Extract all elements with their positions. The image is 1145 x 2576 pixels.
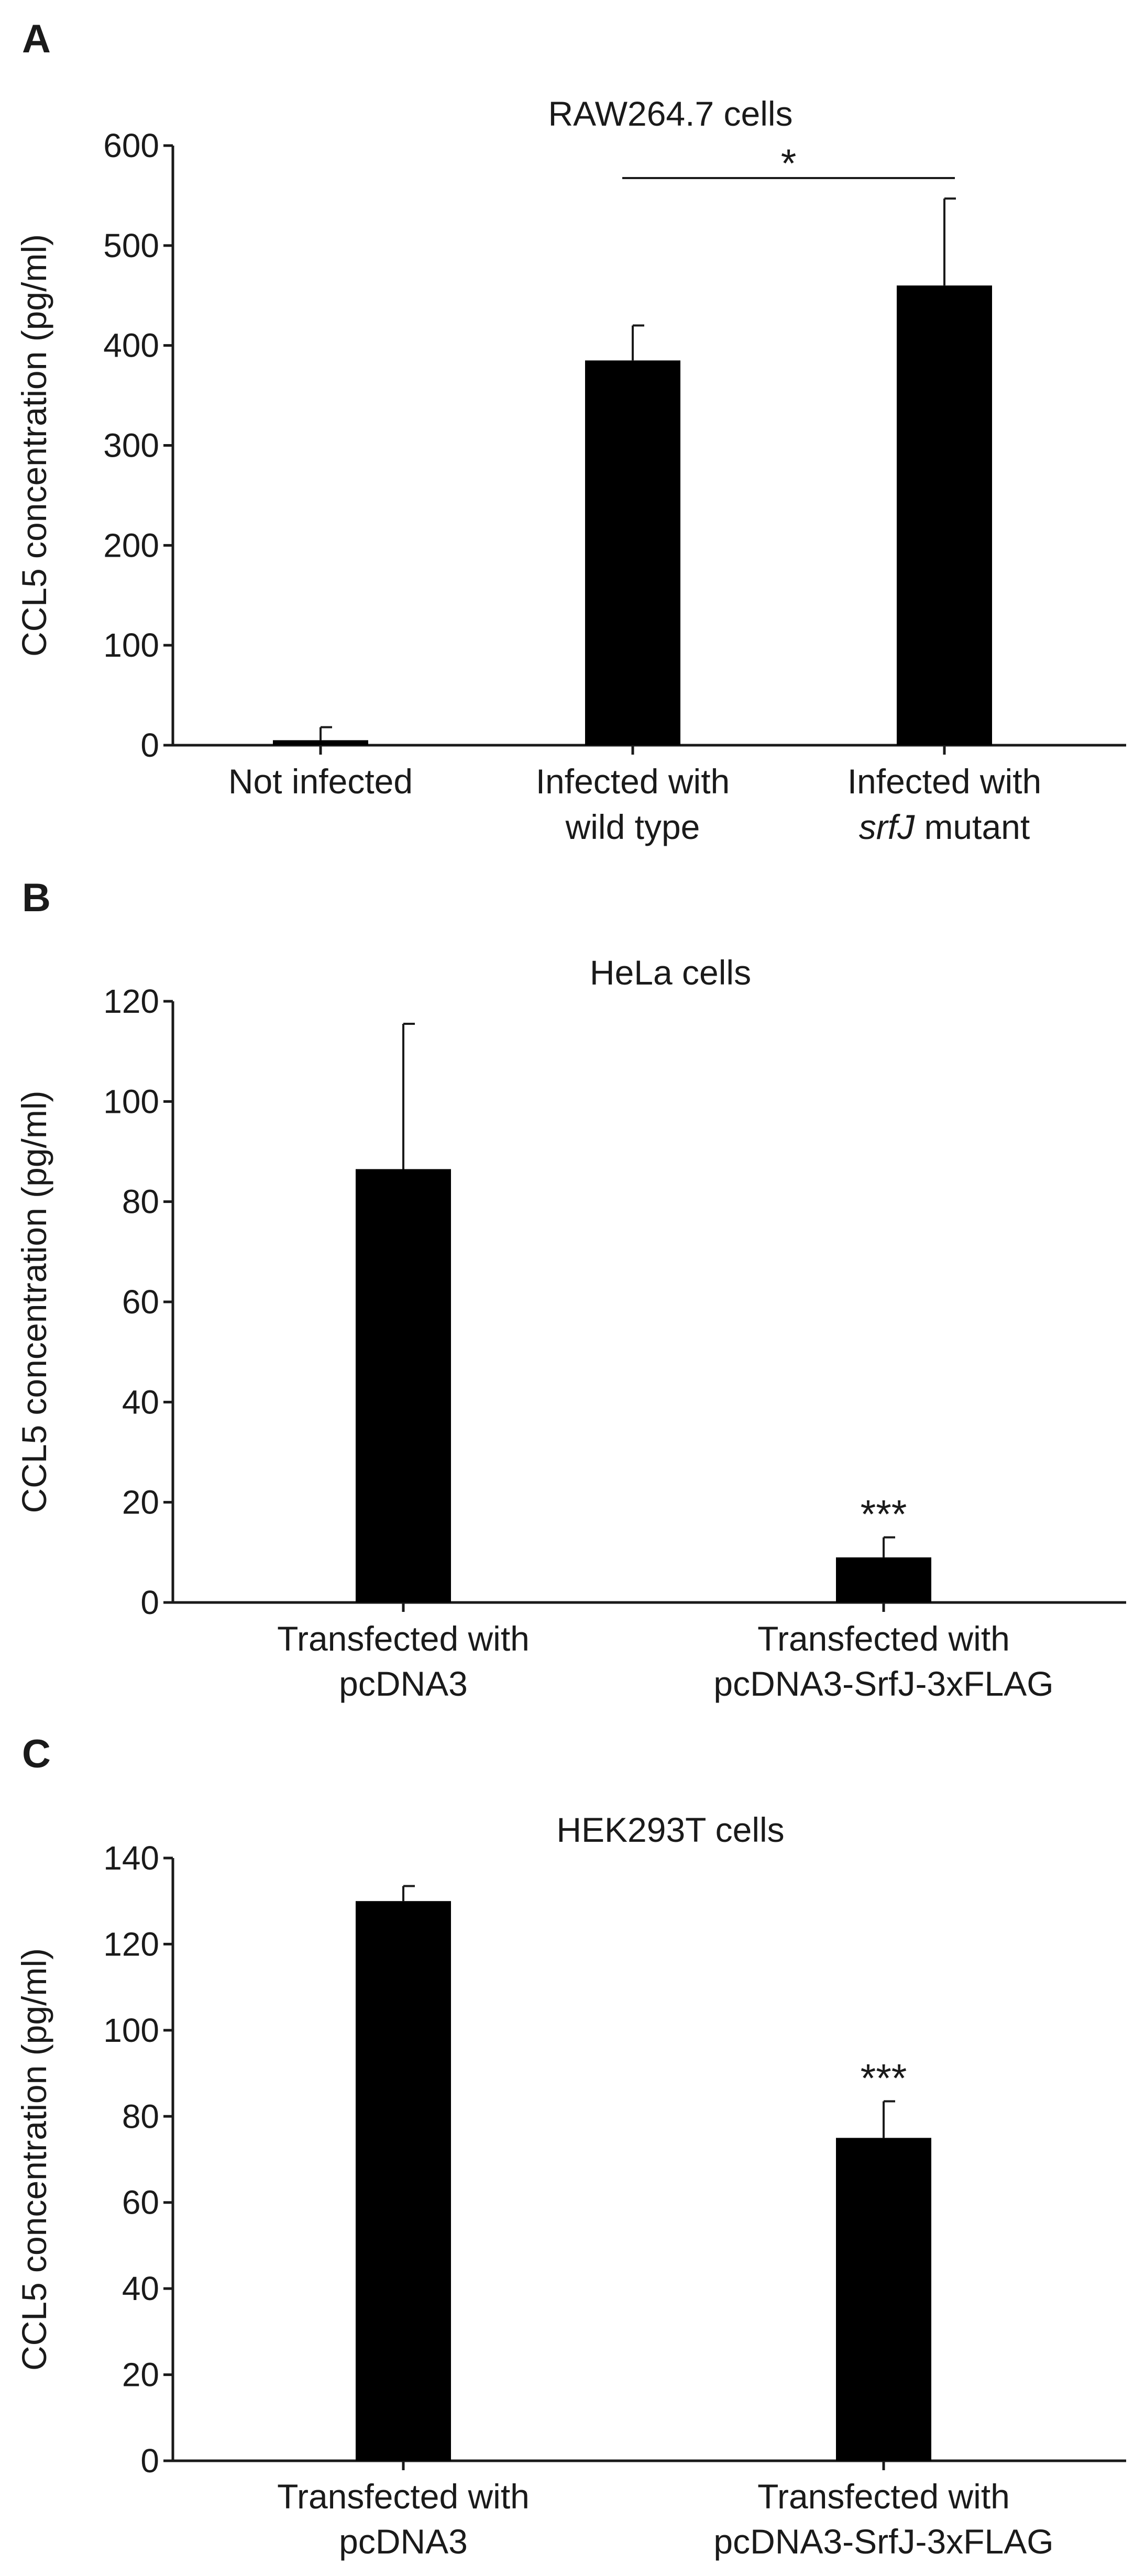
- chart-title: HEK293T cells: [556, 1810, 784, 1849]
- x-tick-label: Infected with: [536, 762, 730, 801]
- y-tick-label: 120: [103, 1925, 159, 1963]
- y-axis-label: CCL5 concentration (pg/ml): [15, 234, 53, 657]
- y-tick-label: 80: [122, 2097, 159, 2135]
- x-tick-label: Transfected with: [277, 2477, 530, 2516]
- bar: [897, 285, 992, 745]
- chart-title: RAW264.7 cells: [548, 94, 792, 133]
- y-tick-label: 0: [140, 726, 159, 764]
- x-tick-label: Not infected: [228, 762, 413, 801]
- y-tick-label: 600: [103, 127, 159, 164]
- y-tick-label: 200: [103, 526, 159, 564]
- chart-panel-b: B HeLa cells CCL5 concentration (pg/ml) 0 20…: [15, 876, 1126, 1703]
- bar: [836, 2138, 931, 2461]
- x-tick-label: pcDNA3: [339, 1664, 468, 1703]
- x-tick-label: srfJ mutant: [859, 808, 1030, 846]
- chart-panel-a: A RAW264.7 cells CCL5 concentration (pg/ml…: [15, 17, 1126, 846]
- y-tick-label: 60: [122, 2184, 159, 2221]
- x-tick-label: pcDNA3-SrfJ-3xFLAG: [713, 2522, 1053, 2561]
- y-tick-label: 40: [122, 1383, 159, 1421]
- y-tick-label: 80: [122, 1183, 159, 1221]
- bar: [356, 1901, 451, 2461]
- y-tick-label: 300: [103, 427, 159, 465]
- x-tick-label: Transfected with: [277, 1619, 530, 1658]
- bar: [356, 1169, 451, 1602]
- y-tick-label: 20: [122, 2356, 159, 2394]
- chart-panel-c: C HEK293T cells CCL5 concentration (pg/ml)…: [15, 1732, 1126, 2561]
- bar: [836, 1557, 931, 1602]
- bar: [273, 740, 368, 745]
- y-tick-label: 0: [140, 1584, 159, 1621]
- x-tick-label: wild type: [565, 808, 700, 846]
- x-tick-label: Transfected with: [757, 2477, 1010, 2516]
- bar: [585, 360, 680, 745]
- y-tick-label: 500: [103, 227, 159, 264]
- y-axis-label: CCL5 concentration (pg/ml): [15, 1948, 53, 2371]
- y-tick-label: 60: [122, 1283, 159, 1321]
- y-tick-label: 100: [103, 626, 159, 664]
- chart-title: HeLa cells: [590, 953, 751, 992]
- y-tick-label: 40: [122, 2270, 159, 2307]
- panel-letter: B: [22, 876, 51, 920]
- panel-letter: A: [22, 17, 51, 61]
- significance-label: ***: [861, 1492, 907, 1537]
- x-tick-label: Infected with: [847, 762, 1042, 801]
- y-axis-label: CCL5 concentration (pg/ml): [15, 1090, 53, 1513]
- y-tick-label: 20: [122, 1484, 159, 1521]
- y-tick-label: 100: [103, 1082, 159, 1120]
- y-tick-label: 100: [103, 2011, 159, 2049]
- y-tick-label: 120: [103, 982, 159, 1020]
- x-tick-label: Transfected with: [757, 1619, 1010, 1658]
- x-tick-label: pcDNA3-SrfJ-3xFLAG: [713, 1664, 1053, 1703]
- y-tick-label: 400: [103, 327, 159, 364]
- x-tick-label: pcDNA3: [339, 2522, 468, 2561]
- panel-letter: C: [22, 1732, 51, 1776]
- y-tick-label: 0: [140, 2442, 159, 2480]
- significance-label: ***: [861, 2057, 907, 2101]
- y-tick-label: 140: [103, 1839, 159, 1877]
- significance-label: *: [781, 141, 797, 186]
